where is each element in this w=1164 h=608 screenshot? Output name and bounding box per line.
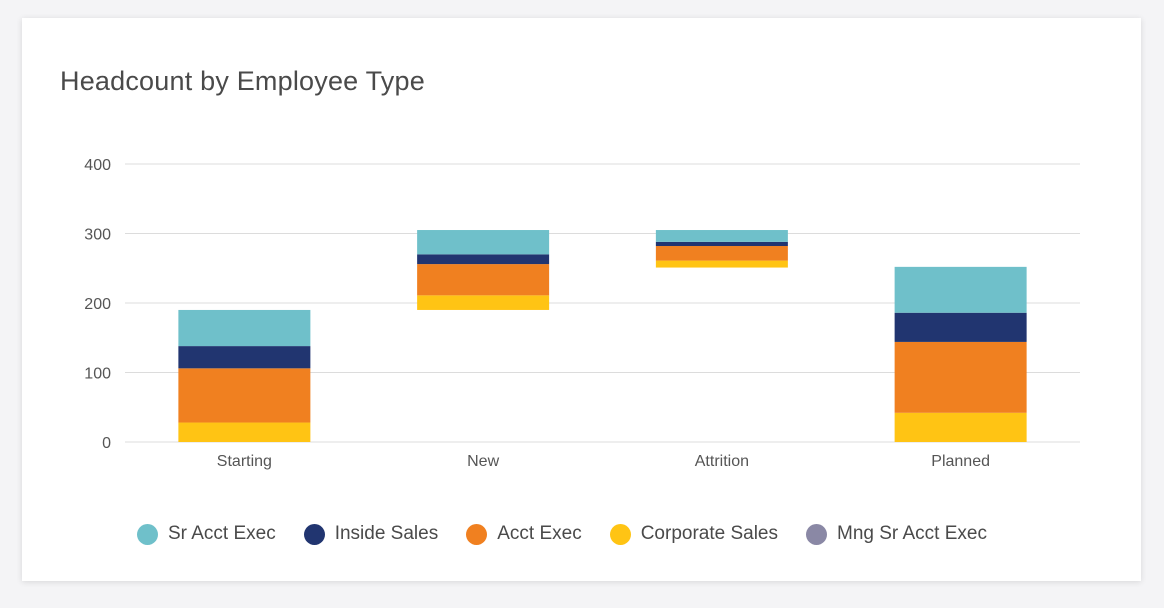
bar-segment-acct-exec[interactable]: [178, 368, 311, 423]
y-tick-label: 0: [102, 435, 111, 452]
x-category-label: Starting: [217, 453, 272, 470]
x-axis: Starting New Attrition Planned: [217, 453, 990, 470]
bar-segment-inside-sales[interactable]: [894, 312, 1027, 342]
bar-segment-inside-sales[interactable]: [655, 241, 788, 247]
x-category-label: Attrition: [695, 453, 749, 470]
bar-segment-corporate-sales[interactable]: [417, 295, 550, 310]
legend-item-acct-exec[interactable]: Acct Exec: [466, 523, 582, 545]
bar-segment-corporate-sales[interactable]: [655, 260, 788, 268]
legend-item-mng-sr-acct-exec[interactable]: Mng Sr Acct Exec: [806, 523, 987, 545]
legend-label: Mng Sr Acct Exec: [837, 523, 987, 544]
legend-item-inside-sales[interactable]: Inside Sales: [303, 523, 439, 545]
bar-segment-sr-acct-exec[interactable]: [417, 230, 550, 255]
y-tick-label: 200: [84, 296, 111, 313]
bar-segment-sr-acct-exec[interactable]: [655, 230, 788, 242]
legend-swatch: [806, 523, 827, 545]
legend-label: Corporate Sales: [640, 523, 778, 544]
bar-segment-sr-acct-exec[interactable]: [894, 266, 1027, 313]
legend: Sr Acct Exec Inside Sales Acct Exec Corp…: [137, 523, 1015, 545]
y-tick-label: 300: [84, 227, 111, 244]
x-category-label: Planned: [931, 453, 990, 470]
headcount-chart: 0 100 200 300 400 Starting New Attrition Planne…: [84, 157, 1080, 470]
legend-label: Sr Acct Exec: [168, 523, 276, 544]
bar-segment-inside-sales[interactable]: [417, 254, 550, 265]
legend-label: Inside Sales: [334, 523, 439, 544]
chart-card: Headcount by Employee Type 0 100 200 300 400…: [22, 18, 1141, 581]
bar-segment-acct-exec[interactable]: [655, 246, 788, 261]
bar-segment-inside-sales[interactable]: [178, 346, 311, 369]
y-tick-label: 400: [84, 157, 111, 174]
legend-swatch: [609, 523, 631, 545]
legend-swatch: [466, 523, 488, 545]
bar-segment-corporate-sales[interactable]: [178, 422, 311, 442]
x-category-label: New: [467, 453, 499, 470]
bar-segment-acct-exec[interactable]: [417, 264, 550, 296]
legend-item-sr-acct-exec[interactable]: Sr Acct Exec: [137, 523, 276, 545]
legend-label: Acct Exec: [497, 523, 582, 544]
bar-segment-corporate-sales[interactable]: [894, 412, 1027, 442]
y-axis: 0 100 200 300 400: [84, 157, 111, 452]
legend-item-corporate-sales[interactable]: Corporate Sales: [609, 523, 778, 545]
legend-swatch: [137, 523, 158, 545]
bars: [178, 230, 1027, 442]
bar-segment-acct-exec[interactable]: [894, 341, 1027, 413]
chart-title: Headcount by Employee Type: [60, 66, 425, 96]
legend-swatch: [303, 523, 325, 545]
bar-segment-sr-acct-exec[interactable]: [178, 309, 311, 347]
y-tick-label: 100: [84, 366, 111, 383]
